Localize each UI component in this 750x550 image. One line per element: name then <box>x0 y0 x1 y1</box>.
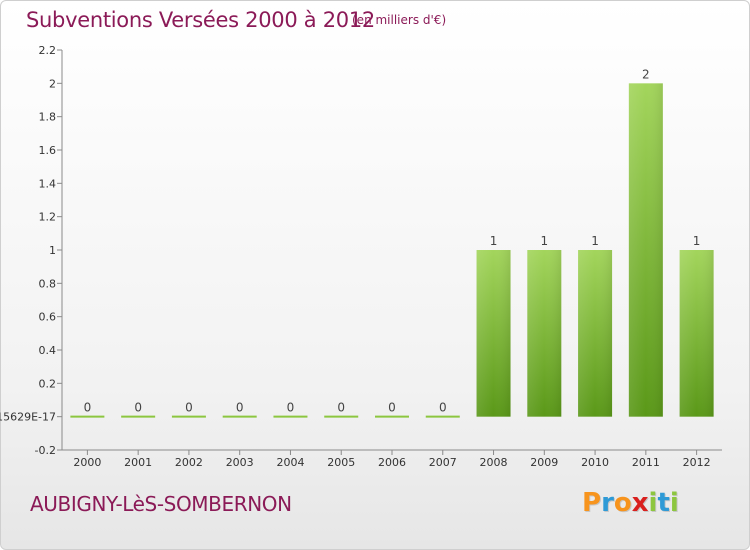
y-tick-label: 1 <box>49 244 56 257</box>
data-label-2009: 1 <box>540 234 548 248</box>
x-tick-label: 2009 <box>530 456 558 469</box>
x-tick-label: 2011 <box>632 456 660 469</box>
x-tick-label: 2010 <box>581 456 609 469</box>
x-tick-label: 2012 <box>683 456 711 469</box>
x-tick-label: 2007 <box>429 456 457 469</box>
x-tick-label: 2006 <box>378 456 406 469</box>
bar-shade-2008 <box>476 250 511 417</box>
chart-title: Subventions Versées 2000 à 2012 <box>26 8 375 32</box>
bar-shade-2010 <box>578 250 613 417</box>
x-tick-label: 2000 <box>73 456 101 469</box>
data-label-2002: 0 <box>185 401 193 415</box>
y-tick-label: 1.8 <box>39 111 57 124</box>
data-label-2006: 0 <box>388 401 396 415</box>
x-tick-label: 2008 <box>480 456 508 469</box>
x-tick-label: 2002 <box>175 456 203 469</box>
data-label-2004: 0 <box>287 401 295 415</box>
y-tick-label: -1.15629E-17 <box>0 411 56 424</box>
y-tick-label: 1.6 <box>39 144 57 157</box>
proxiti-logo: Proxiti <box>582 488 679 518</box>
y-tick-label: -0.2 <box>35 444 56 457</box>
data-label-2000: 0 <box>84 401 92 415</box>
chart-unit-note: (en milliers d'€) <box>352 13 447 27</box>
logo-letter: i <box>648 488 658 518</box>
commune-name: AUBIGNY-LèS-SOMBERNON <box>30 492 292 516</box>
bar-shade-2009 <box>527 250 562 417</box>
y-tick-label: 1.4 <box>39 177 57 190</box>
y-tick-label: 0.6 <box>39 311 57 324</box>
y-tick-label: 2 <box>49 77 56 90</box>
x-tick-label: 2003 <box>226 456 254 469</box>
x-tick-label: 2004 <box>276 456 304 469</box>
logo-letter: i <box>669 488 679 518</box>
bar-shade-2012 <box>679 250 714 417</box>
y-tick-label: 0.4 <box>39 344 57 357</box>
y-tick-label: 0.2 <box>39 377 57 390</box>
data-label-2011: 2 <box>642 67 650 81</box>
x-tick-label: 2005 <box>327 456 355 469</box>
data-label-2010: 1 <box>591 234 599 248</box>
data-label-2008: 1 <box>490 234 498 248</box>
data-label-2012: 1 <box>693 234 701 248</box>
logo-letter: r <box>601 488 614 518</box>
x-tick-label: 2001 <box>124 456 152 469</box>
y-tick-label: 0.8 <box>39 277 57 290</box>
data-label-2003: 0 <box>236 401 244 415</box>
bar-shade-2011 <box>628 83 663 417</box>
y-tick-label: 1.2 <box>39 211 57 224</box>
logo-letter: x <box>631 488 649 518</box>
logo-letter: o <box>613 488 632 518</box>
logo-letter: t <box>657 488 670 518</box>
data-label-2001: 0 <box>134 401 142 415</box>
logo-letter: P <box>582 488 602 518</box>
data-label-2005: 0 <box>337 401 345 415</box>
data-label-2007: 0 <box>439 401 447 415</box>
y-tick-label: 2.2 <box>39 44 57 57</box>
